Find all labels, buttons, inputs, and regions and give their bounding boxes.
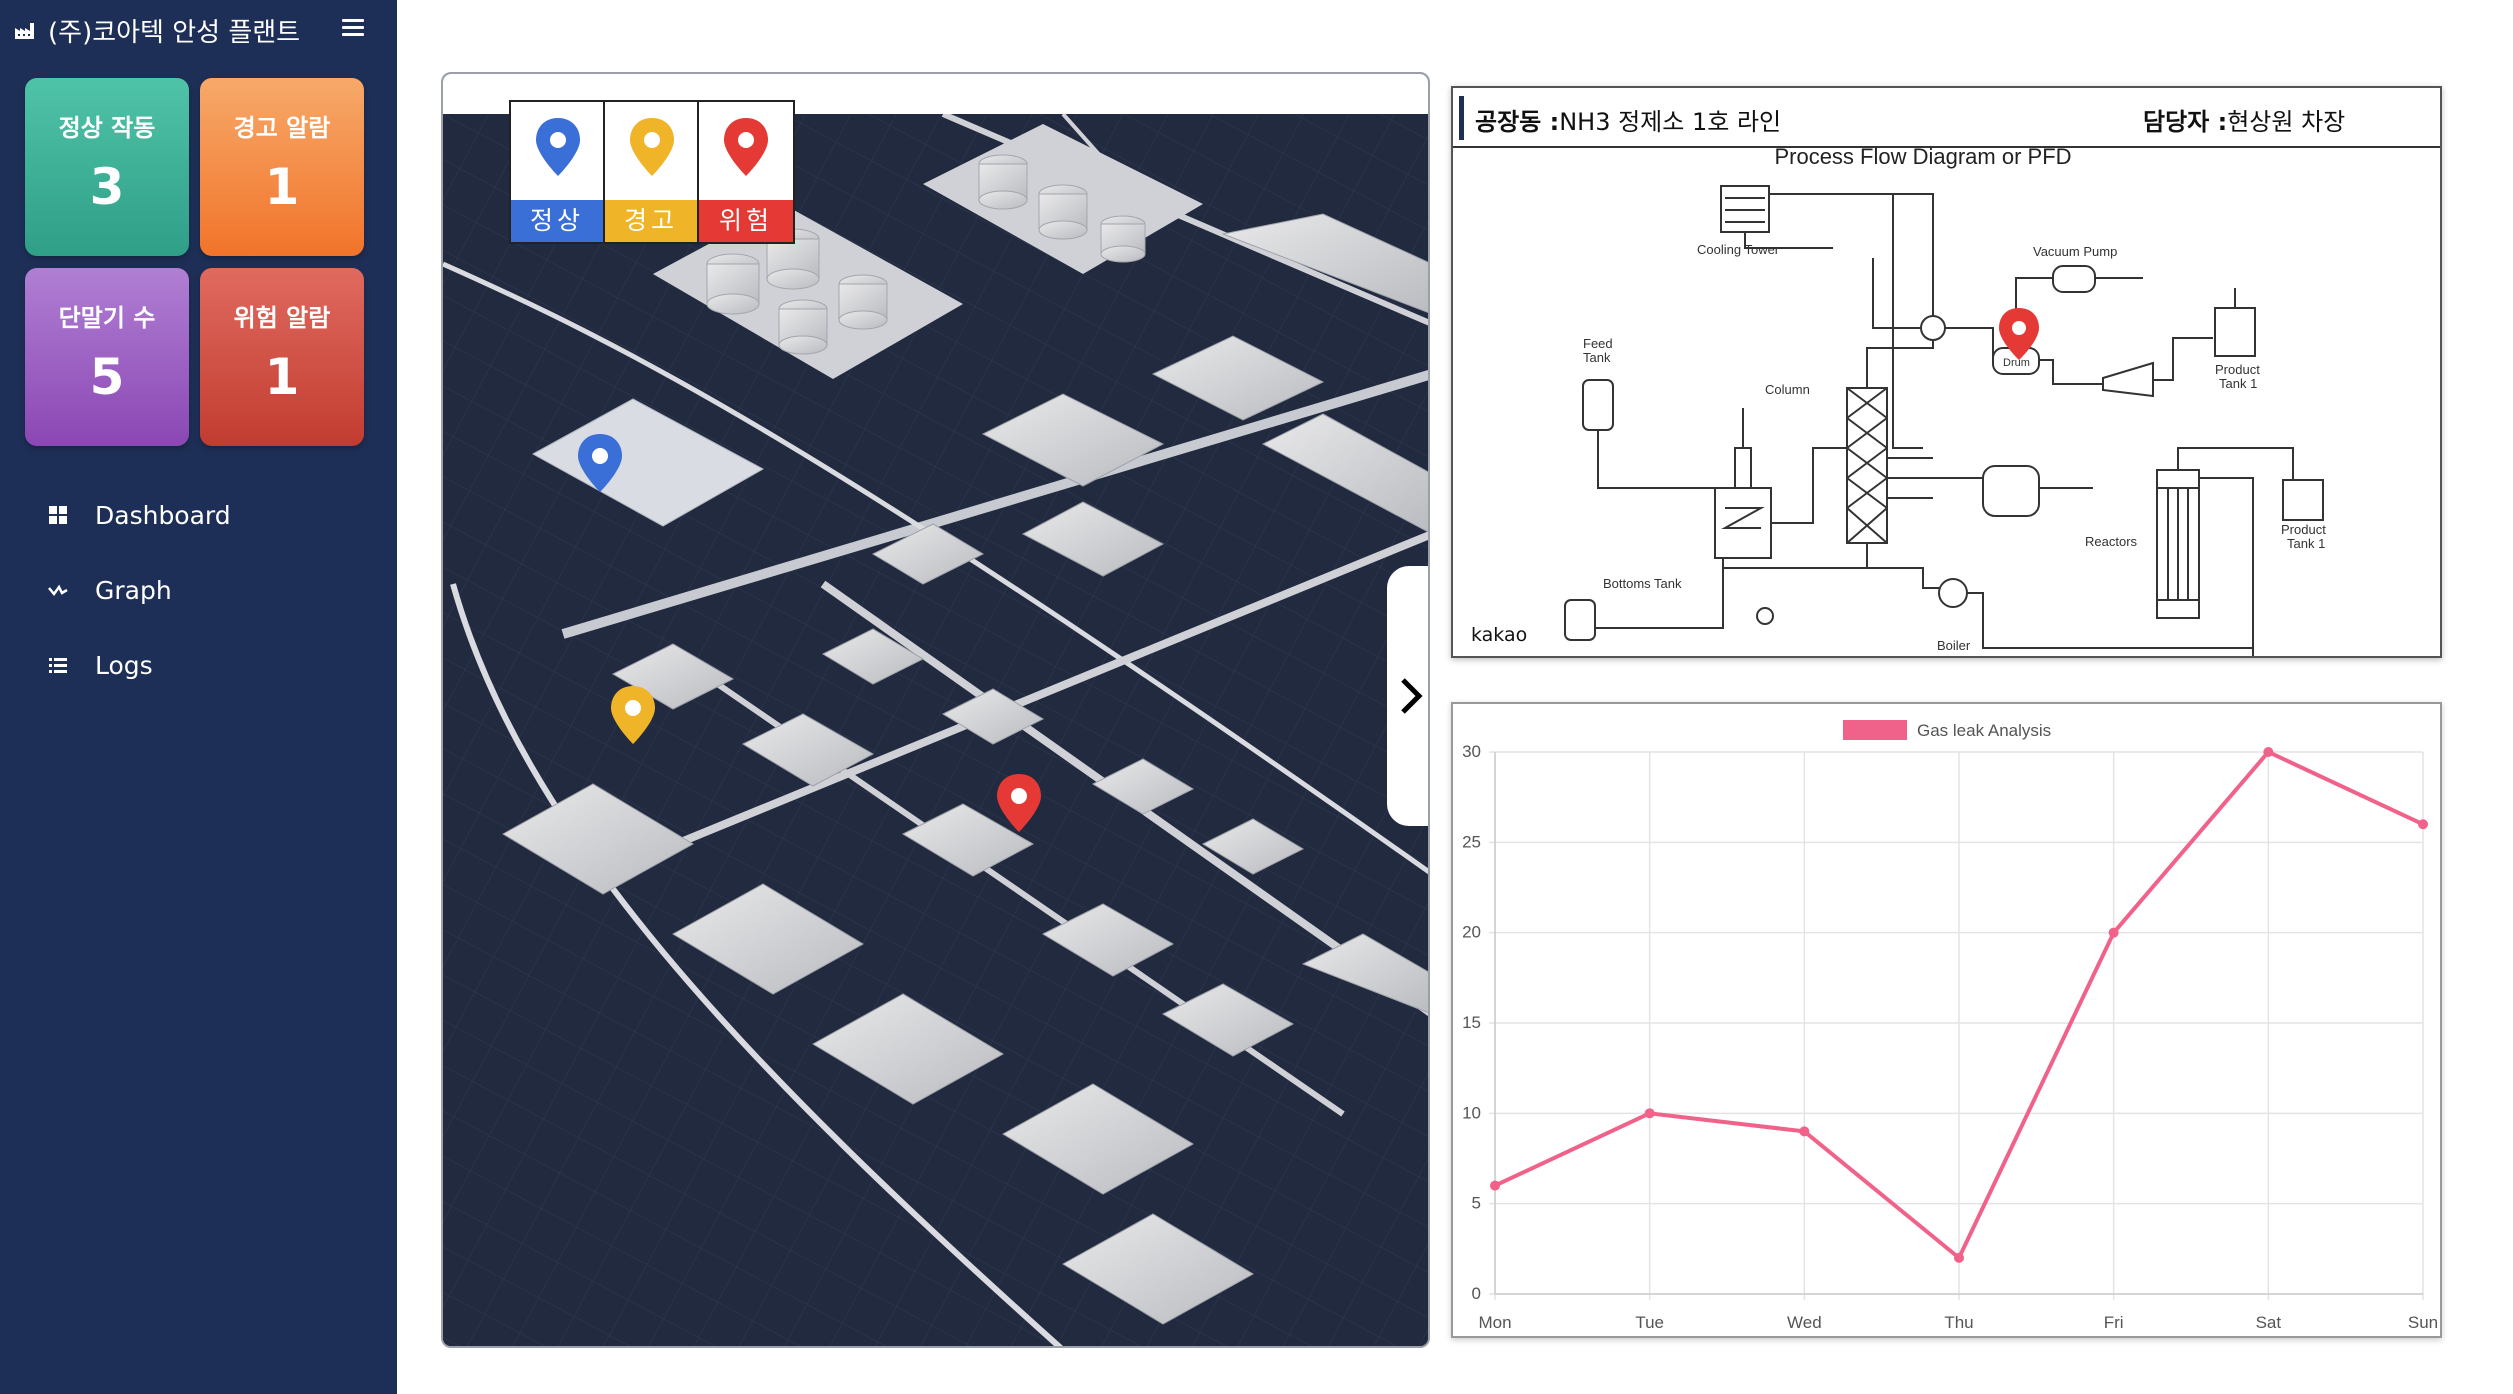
red-pin-icon	[724, 118, 768, 176]
hamburger-menu-icon[interactable]	[342, 18, 364, 38]
gas-leak-chart-panel: 0 5 10 15 20 25 30 Mon Tue Wed Thu Fri Sat Sun Gas lea…	[1451, 702, 2442, 1338]
map-watermark: kakao	[1471, 624, 1528, 646]
nav-label: Logs	[95, 651, 153, 680]
nav-graph[interactable]: Graph	[0, 562, 397, 618]
card-label: 정상 작동	[58, 114, 156, 142]
danger-pin-icon	[1999, 308, 2039, 360]
status-legend: 정상 경고 위험	[509, 100, 795, 244]
brand-name: (주)코아텍 안성 플랜트	[48, 17, 301, 48]
pfd-title: Process Flow Diagram or PFD	[1774, 148, 2071, 169]
pfd-label: Tank 1	[2287, 536, 2325, 551]
pfd-label: Drum	[2003, 357, 2030, 369]
x-tick-label: Tue	[1635, 1313, 1664, 1332]
data-point	[1954, 1252, 1964, 1263]
pfd-label: Tank 1	[2219, 376, 2257, 391]
gas-leak-line-chart[interactable]: 0 5 10 15 20 25 30 Mon Tue Wed Thu Fri Sat Sun Gas lea…	[1453, 704, 2444, 1340]
y-tick-label: 30	[1462, 742, 1481, 761]
danger-location-pin	[997, 774, 1041, 832]
nav-dashboard[interactable]: Dashboard	[0, 487, 397, 543]
data-point	[2418, 819, 2428, 830]
card-label: 단말기 수	[58, 304, 156, 332]
plant-map-panel[interactable]: 정상 경고 위험	[441, 72, 1430, 1348]
normal-location-pin	[578, 434, 622, 492]
card-label: 경고 알람	[233, 114, 331, 142]
pfd-label: Vacuum Pump	[2033, 244, 2117, 259]
data-point	[2108, 927, 2119, 938]
chevron-right-icon	[1401, 678, 1423, 714]
legend-label: 정상	[511, 200, 603, 242]
card-label: 위험 알람	[233, 304, 331, 332]
legend-swatch	[1843, 720, 1907, 740]
data-point	[1799, 1126, 1810, 1137]
data-point	[1490, 1180, 1500, 1191]
nav-label: Graph	[95, 576, 172, 605]
manager-info: 담당자 :현상원 차장	[2143, 108, 2346, 136]
x-tick-label: Sun	[2408, 1313, 2438, 1332]
card-value: 1	[264, 348, 300, 406]
warning-alarm-card[interactable]: 경고 알람 1	[200, 78, 364, 256]
x-tick-label: Thu	[1944, 1313, 1973, 1332]
yellow-pin-icon	[630, 118, 674, 176]
x-tick-label: Sat	[2256, 1313, 2282, 1332]
y-tick-label: 15	[1462, 1013, 1481, 1032]
pfd-label: Reactors	[2085, 534, 2138, 549]
pfd-header: 공장동 :NH3 정제소 1호 라인 담당자 :현상원 차장	[1453, 88, 2440, 148]
pfd-label: Product	[2281, 522, 2326, 537]
warning-location-pin	[611, 686, 655, 744]
card-value: 5	[89, 348, 125, 406]
data-point	[1644, 1108, 1655, 1119]
legend-normal: 정상	[511, 102, 605, 242]
process-flow-diagram[interactable]: Process Flow Diagram or PFD	[1453, 148, 2442, 658]
legend-label: 위험	[699, 200, 793, 242]
blue-pin-icon	[536, 118, 580, 176]
pfd-label: Bottoms Tank	[1603, 576, 1682, 591]
pfd-label: Product	[2215, 362, 2260, 377]
legend-danger: 위험	[699, 102, 793, 242]
line-graph-icon	[48, 584, 68, 597]
y-tick-label: 5	[1472, 1194, 1481, 1213]
pfd-label: Column	[1765, 382, 1810, 397]
y-tick-label: 10	[1462, 1103, 1481, 1122]
factory-info: 공장동 :NH3 정제소 1호 라인	[1475, 108, 1782, 136]
legend-warning: 경고	[605, 102, 699, 242]
x-tick-label: Mon	[1478, 1313, 1511, 1332]
y-tick-label: 20	[1462, 923, 1481, 942]
data-point	[2263, 747, 2274, 757]
next-panel-button[interactable]	[1387, 566, 1428, 826]
card-value: 3	[89, 158, 125, 216]
grid-icon	[49, 506, 67, 524]
list-icon	[49, 658, 67, 673]
nav-logs[interactable]: Logs	[0, 637, 397, 693]
process-flow-panel: 공장동 :NH3 정제소 1호 라인 담당자 :현상원 차장 Process F…	[1451, 86, 2442, 658]
pfd-label: Cooling Tower	[1697, 242, 1780, 257]
factory-icon	[15, 23, 34, 39]
card-value: 1	[264, 158, 300, 216]
nav-label: Dashboard	[95, 501, 231, 530]
x-tick-label: Fri	[2104, 1313, 2124, 1332]
legend-label: Gas leak Analysis	[1917, 721, 2051, 740]
y-tick-label: 25	[1462, 832, 1481, 851]
sidebar: (주)코아텍 안성 플랜트 정상 작동 3 경고 알람 1 단말기 수 5 위험…	[0, 0, 397, 1394]
brand[interactable]: (주)코아텍 안성 플랜트	[14, 10, 300, 50]
pfd-label: Feed	[1583, 336, 1613, 351]
danger-alarm-card[interactable]: 위험 알람 1	[200, 268, 364, 446]
legend-label: 경고	[605, 200, 697, 242]
pfd-label: Boiler	[1937, 638, 1971, 653]
device-count-card[interactable]: 단말기 수 5	[25, 268, 189, 446]
x-tick-label: Wed	[1787, 1313, 1822, 1332]
pfd-label: Tank	[1583, 350, 1611, 365]
y-tick-label: 0	[1472, 1284, 1481, 1303]
normal-status-card[interactable]: 정상 작동 3	[25, 78, 189, 256]
plant-3d-map[interactable]	[443, 114, 1430, 1348]
